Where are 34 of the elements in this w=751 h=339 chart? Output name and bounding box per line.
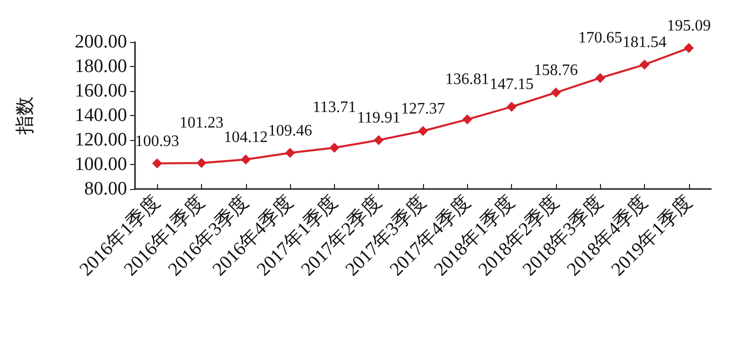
data-label: 101.23 [179,114,224,132]
y-tick-label: 140.00 [74,105,127,126]
y-tick-label: 200.00 [74,32,127,52]
data-label: 109.46 [268,122,312,140]
data-label: 195.09 [666,18,711,35]
y-axis-title: 指数 [15,96,36,136]
data-label: 100.93 [135,132,180,150]
point [374,135,384,146]
point [640,60,650,70]
point [418,126,428,136]
point [550,88,561,98]
data-label: 181.54 [622,34,667,52]
data-label: 127.37 [401,100,445,118]
y-tick-label: 120.00 [74,130,127,150]
point [462,114,472,124]
point [595,72,606,83]
point [196,158,206,168]
point [240,154,251,164]
point [152,158,162,168]
point [329,142,340,153]
data-label: 158.76 [534,62,578,80]
y-tick-label: 180.00 [74,56,127,77]
y-tick-label: 160.00 [74,80,127,102]
data-label: 119.91 [356,110,400,127]
data-label: 104.12 [224,128,268,146]
y-tick-label: 80.00 [84,178,127,200]
data-label: 113.71 [312,99,356,116]
data-label: 147.15 [490,76,534,94]
point [506,102,517,112]
data-label: 170.65 [578,29,622,46]
data-label: 136.81 [445,70,490,88]
point [285,148,296,158]
y-tick-label: 100.00 [74,154,127,175]
point [684,43,694,54]
